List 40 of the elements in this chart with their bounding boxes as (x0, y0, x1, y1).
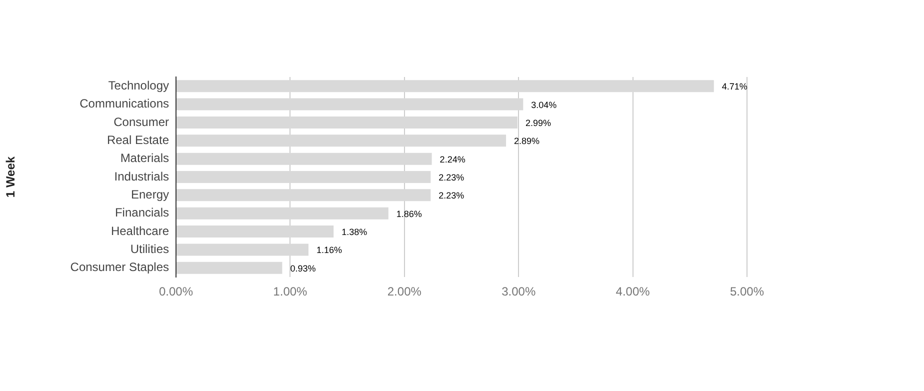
data-label: 1.16% (316, 245, 342, 256)
bar (176, 207, 388, 220)
y-tick-label: Utilities (130, 242, 169, 256)
bar (176, 98, 524, 110)
bar (176, 226, 334, 238)
data-label: 1.38% (342, 227, 368, 238)
x-tick-label: 2.00% (387, 284, 422, 299)
y-tick-label: Financials (114, 206, 169, 220)
bar (176, 262, 282, 274)
y-tick-label: Technology (108, 78, 169, 92)
bar (176, 116, 518, 128)
y-axis-title: 1 Week (4, 156, 18, 198)
x-tick-label: 0.00% (158, 284, 194, 299)
x-tick-label: 5.00% (730, 284, 764, 299)
data-label: 2.99% (525, 118, 551, 128)
data-label: 2.23% (438, 172, 464, 182)
y-tick-label: Healthcare (110, 224, 170, 238)
data-label: 2.24% (440, 154, 466, 164)
x-tick-label: 3.00% (502, 284, 536, 299)
y-tick-label: Communications (80, 96, 169, 111)
data-label: 2.23% (438, 190, 464, 201)
bar (176, 171, 431, 183)
x-tick-label: 1.00% (273, 284, 308, 299)
data-label: 1.86% (396, 208, 422, 219)
data-label: 3.04% (531, 100, 557, 110)
bar (176, 189, 431, 202)
data-label: 4.71% (722, 82, 748, 92)
x-tick-label: 4.00% (616, 284, 650, 299)
bar (176, 152, 432, 165)
bar (176, 244, 308, 256)
data-label: 0.93% (290, 263, 316, 274)
y-tick-label: Energy (130, 187, 169, 202)
bar (176, 80, 714, 92)
y-tick-label: Industrials (114, 169, 169, 184)
data-label: 2.89% (514, 136, 540, 146)
y-tick-label: Consumer (114, 114, 169, 129)
y-tick-label: Materials (120, 151, 169, 166)
y-tick-label: Consumer Staples (70, 260, 169, 274)
bar (176, 134, 506, 147)
y-tick-label: Real Estate (106, 132, 170, 147)
